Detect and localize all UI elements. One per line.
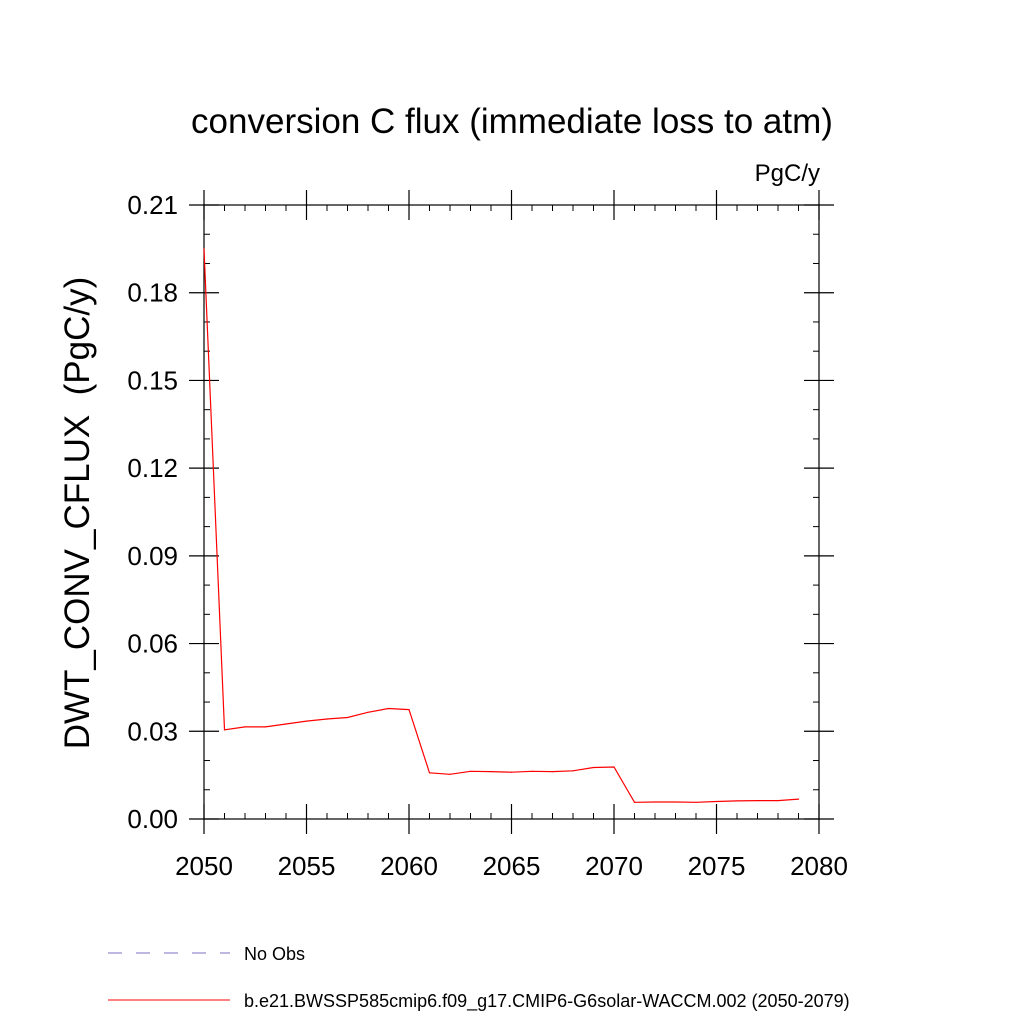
x-tick-label: 2075 <box>688 851 746 881</box>
legend-label: b.e21.BWSSP585cmip6.f09_g17.CMIP6-G6sola… <box>244 991 850 1012</box>
data-point <box>326 718 328 720</box>
data-point <box>510 771 513 773</box>
y-tick-label: 0.00 <box>127 804 178 834</box>
data-point <box>592 766 595 769</box>
y-tick-label: 0.15 <box>127 365 178 395</box>
data-point <box>797 798 800 800</box>
data-point <box>469 770 472 772</box>
data-point <box>756 799 759 802</box>
data-point <box>264 726 267 728</box>
x-tick-label: 2055 <box>278 851 336 881</box>
data-point <box>449 773 451 775</box>
data-point <box>715 800 718 803</box>
data-point <box>223 729 226 731</box>
y-axis-label: DWT_CONV_CFLUX (PgC/y) <box>58 277 97 750</box>
data-point <box>654 801 656 803</box>
y-tick-label: 0.18 <box>127 278 178 308</box>
x-tick-label: 2080 <box>790 851 848 881</box>
data-point <box>346 716 349 719</box>
data-point <box>428 772 431 774</box>
x-tick-label: 2070 <box>585 851 643 881</box>
units-label: PgC/y <box>755 160 820 187</box>
data-point <box>490 771 492 773</box>
data-point <box>777 799 779 802</box>
data-point <box>736 800 738 802</box>
legend-label: No Obs <box>244 944 305 964</box>
data-point <box>305 720 308 722</box>
data-point <box>613 766 615 768</box>
series-layer <box>203 248 800 803</box>
y-axis: 0.00 0.03 0.06 0.09 0.12 0.15 0.18 0.21 <box>127 190 834 834</box>
data-point <box>572 770 574 772</box>
data-point <box>551 771 554 773</box>
data-point <box>674 801 677 803</box>
data-point <box>244 726 246 728</box>
data-point <box>367 711 369 713</box>
x-tick-label: 2060 <box>380 851 438 881</box>
x-tick-label: 2050 <box>175 851 233 881</box>
y-tick-label: 0.06 <box>127 629 178 659</box>
y-tick-label: 0.03 <box>127 716 178 746</box>
plot-frame <box>203 204 820 820</box>
x-axis: 2050 2055 2060 2065 2070 2075 2080 <box>175 190 848 881</box>
data-point <box>633 801 636 803</box>
data-point <box>408 709 410 711</box>
data-point <box>387 707 390 710</box>
series-line <box>203 248 799 803</box>
chart-title: conversion C flux (immediate loss to atm… <box>191 102 833 141</box>
data-point <box>695 801 697 803</box>
x-tick-label: 2065 <box>483 851 541 881</box>
legend: No Obs b.e21.BWSSP585cmip6.f09_g17.CMIP6-… <box>108 944 850 1012</box>
y-tick-label: 0.12 <box>127 453 178 483</box>
data-point <box>203 248 205 250</box>
y-tick-label: 0.09 <box>127 541 178 571</box>
data-point <box>531 770 533 772</box>
y-tick-label: 0.21 <box>127 190 178 220</box>
data-point <box>285 723 287 725</box>
